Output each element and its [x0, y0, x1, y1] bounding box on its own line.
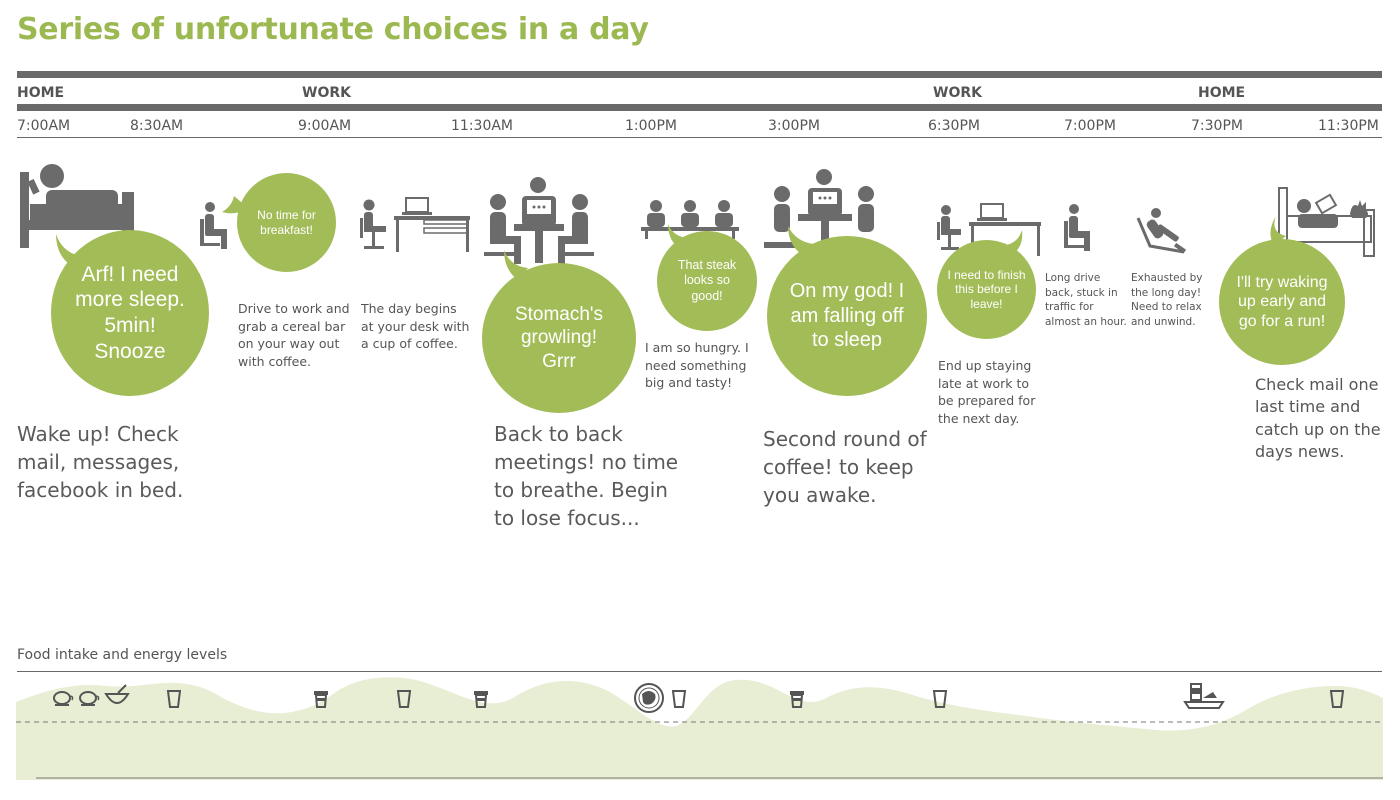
- cafeteria-icon: [641, 200, 739, 239]
- time-label: 7:30PM: [1191, 118, 1243, 134]
- energy-level-area: [16, 677, 1383, 780]
- speech-bubble: I'll try waking up early and go for a ru…: [1219, 239, 1345, 365]
- header-rule-top: [17, 71, 1382, 78]
- person-on-couch-icon: [1278, 187, 1375, 257]
- speech-bubble: That steak looks so good!: [657, 231, 757, 331]
- time-label: 7:00PM: [1064, 118, 1116, 134]
- meeting-icon: [764, 169, 878, 249]
- person-sitting-icon: [200, 202, 227, 249]
- time-label: 3:00PM: [768, 118, 820, 134]
- cup-icon: [1329, 690, 1345, 708]
- time-label: 1:00PM: [625, 118, 677, 134]
- activity-caption: Long drive back, stuck in traffic for al…: [1045, 272, 1127, 329]
- tea-cup-icon: [53, 691, 74, 706]
- energy-chart-label: Food intake and energy levels: [17, 647, 228, 663]
- meeting-icon: [484, 177, 594, 264]
- cup-icon: [932, 690, 948, 708]
- speech-bubble: On my god! I am falling off to sleep: [767, 236, 927, 396]
- coffee-cup-icon: [790, 691, 804, 708]
- time-label: 7:00AM: [17, 118, 71, 134]
- speech-bubble: No time for breakfast!: [237, 173, 336, 272]
- time-label: 8:30AM: [130, 118, 184, 134]
- location-label: WORK: [302, 85, 351, 101]
- bubble-tail: [1270, 216, 1286, 246]
- location-label: HOME: [17, 85, 65, 101]
- time-label: 9:00AM: [298, 118, 352, 134]
- plate-icon: [634, 683, 664, 713]
- activity-caption: Second round of coffee! to keep you awak…: [763, 427, 927, 507]
- person-reclining-icon: [1136, 208, 1187, 254]
- energy-chart-top-rule: [17, 671, 1382, 672]
- activity-caption: Exhausted by the long day! Need to relax…: [1131, 272, 1203, 329]
- speech-bubble: Arf! I need more sleep. 5min! Snooze: [51, 230, 209, 396]
- cereal-bowl-icon: [104, 684, 130, 704]
- cup-icon: [396, 690, 412, 708]
- activity-caption: Wake up! Check mail, messages, facebook …: [17, 422, 184, 502]
- person-sitting-icon: [1064, 204, 1090, 251]
- activity-caption: Back to back meetings! no time to breath…: [494, 422, 679, 530]
- time-label: 11:30PM: [1318, 118, 1379, 134]
- person-in-bed-icon: [20, 164, 134, 248]
- location-label: WORK: [933, 85, 982, 101]
- coffee-cup-icon: [474, 691, 488, 708]
- header-rule-middle: [17, 104, 1382, 111]
- dinner-tray-icon: [1183, 683, 1225, 709]
- time-label: 11:30AM: [451, 118, 514, 134]
- header-rule-bottom: [17, 137, 1382, 138]
- speech-bubble: Stomach's growling! Grrr: [482, 263, 636, 413]
- speech-bubble: I need to finish this before I leave!: [937, 240, 1036, 339]
- page-title: Series of unfortunate choices in a day: [17, 12, 649, 47]
- activity-caption: The day begins at your desk with a cup o…: [361, 301, 470, 351]
- activity-caption: End up staying late at work to be prepar…: [938, 358, 1036, 426]
- time-label: 6:30PM: [928, 118, 980, 134]
- cup-icon: [671, 690, 687, 708]
- tea-cup-icon: [79, 691, 100, 706]
- location-label: HOME: [1198, 85, 1246, 101]
- cup-icon: [166, 690, 182, 708]
- person-at-desk-icon: [360, 197, 470, 252]
- coffee-cup-icon: [314, 691, 328, 708]
- activity-caption: Check mail one last time and catch up on…: [1255, 375, 1381, 462]
- activity-caption: I am so hungry. I need something big and…: [645, 340, 749, 390]
- activity-caption: Drive to work and grab a cereal bar on y…: [238, 301, 350, 369]
